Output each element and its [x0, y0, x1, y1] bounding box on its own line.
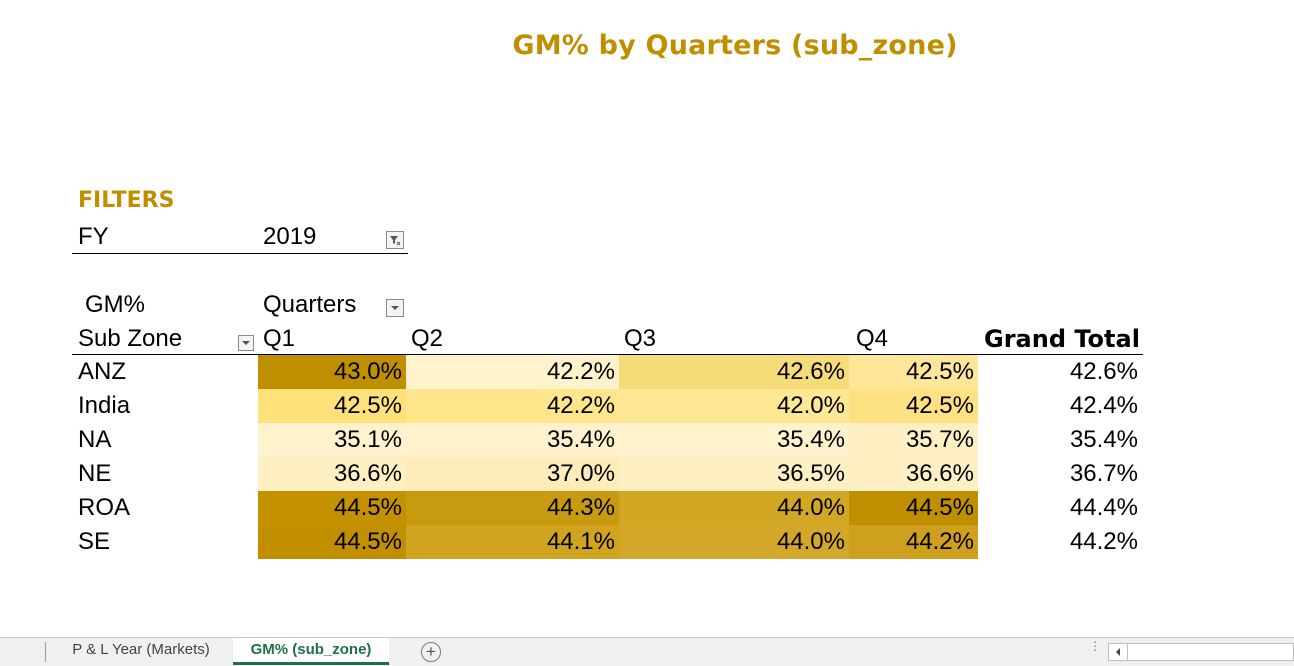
sheet-tab-bar: P & L Year (Markets) GM% (sub_zone) + ⋮ — [0, 637, 1294, 666]
tab-splitter-handle[interactable]: ⋮ — [1089, 639, 1101, 653]
row-field-dropdown-arrow-icon[interactable] — [238, 335, 254, 351]
grand-total-cell[interactable]: 44.2% — [1069, 528, 1138, 555]
header-border — [72, 354, 1143, 355]
pivot-cell[interactable]: 42.6% — [619, 355, 849, 389]
column-header-grand-total: Grand Total — [984, 325, 1140, 353]
grand-total-cell[interactable]: 44.4% — [1069, 494, 1138, 521]
pivot-cell[interactable]: 37.0% — [406, 457, 619, 491]
column-field-dropdown-arrow-icon[interactable] — [386, 299, 404, 317]
column-header-q4: Q4 — [856, 325, 889, 352]
pivot-cell[interactable]: 42.5% — [849, 355, 978, 389]
pivot-cell[interactable]: 44.3% — [406, 491, 619, 525]
pivot-cell[interactable]: 42.2% — [406, 389, 619, 423]
pivot-cell[interactable]: 35.1% — [258, 423, 406, 457]
pivot-cell[interactable]: 44.2% — [849, 525, 978, 559]
filter-funnel-icon[interactable] — [386, 231, 404, 249]
row-label-roa: ROA — [78, 494, 131, 521]
tab-separator — [45, 642, 46, 662]
filter-row-border — [72, 253, 408, 254]
filters-heading: FILTERS — [78, 188, 175, 213]
pivot-cell[interactable]: 42.5% — [258, 389, 406, 423]
sheet-tab-gm-sub-zone[interactable]: GM% (sub_zone) — [233, 638, 389, 665]
report-title: GM% by Quarters (sub_zone) — [512, 30, 958, 61]
horizontal-scrollbar[interactable] — [1108, 643, 1294, 661]
column-header-q1: Q1 — [263, 325, 296, 352]
pivot-cell[interactable]: 35.4% — [619, 423, 849, 457]
pivot-cell[interactable]: 44.0% — [619, 525, 849, 559]
pivot-cell[interactable]: 44.0% — [619, 491, 849, 525]
pivot-cell[interactable]: 36.6% — [258, 457, 406, 491]
pivot-cell[interactable]: 42.0% — [619, 389, 849, 423]
grand-total-cell[interactable]: 36.7% — [1069, 460, 1138, 487]
grand-total-cell[interactable]: 35.4% — [1069, 426, 1138, 453]
column-field-label: Quarters — [263, 291, 357, 318]
grand-total-cell[interactable]: 42.6% — [1069, 358, 1138, 385]
pivot-cell[interactable]: 35.4% — [406, 423, 619, 457]
scroll-left-arrow-icon[interactable] — [1109, 644, 1128, 660]
value-field-label: GM% — [85, 291, 145, 318]
pivot-cell[interactable]: 36.5% — [619, 457, 849, 491]
pivot-cell[interactable]: 36.6% — [849, 457, 978, 491]
column-header-q3: Q3 — [624, 325, 657, 352]
pivot-cell[interactable]: 43.0% — [258, 355, 406, 389]
column-header-q2: Q2 — [411, 325, 444, 352]
filter-field-label: FY — [78, 223, 109, 250]
row-label-ne: NE — [78, 460, 112, 487]
pivot-cell[interactable]: 35.7% — [849, 423, 978, 457]
row-label-se: SE — [78, 528, 111, 555]
pivot-cell[interactable]: 42.5% — [849, 389, 978, 423]
pivot-cell[interactable]: 42.2% — [406, 355, 619, 389]
row-label-anz: ANZ — [78, 358, 126, 385]
sheet-tab-p-and-l-year-markets[interactable]: P & L Year (Markets) — [72, 641, 210, 658]
row-label-india: India — [78, 392, 131, 419]
pivot-cell[interactable]: 44.5% — [258, 525, 406, 559]
pivot-cell[interactable]: 44.1% — [406, 525, 619, 559]
pivot-cell[interactable]: 44.5% — [849, 491, 978, 525]
filter-value: 2019 — [263, 223, 317, 250]
pivot-cell[interactable]: 44.5% — [258, 491, 406, 525]
row-field-label: Sub Zone — [78, 325, 183, 352]
grand-total-cell[interactable]: 42.4% — [1069, 392, 1138, 419]
plus-circle-icon[interactable]: + — [421, 642, 441, 662]
row-label-na: NA — [78, 426, 112, 453]
